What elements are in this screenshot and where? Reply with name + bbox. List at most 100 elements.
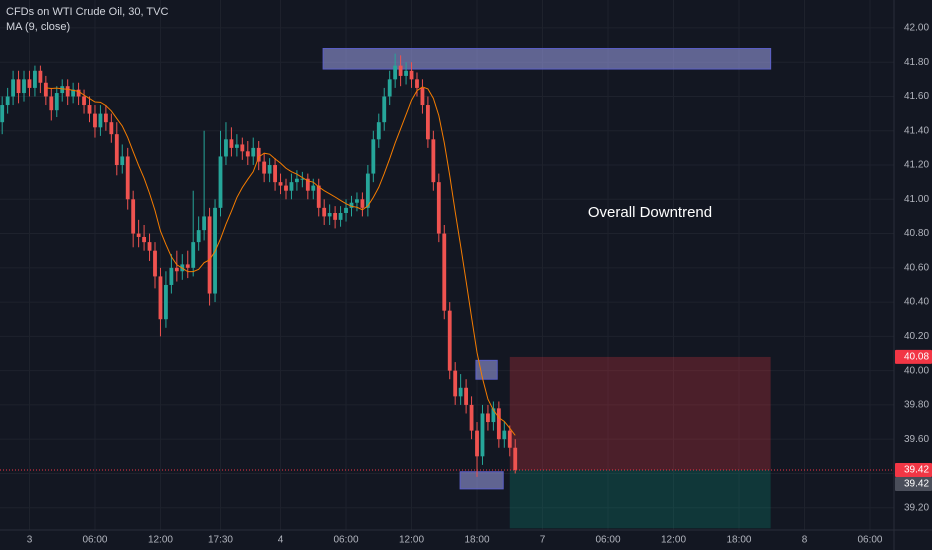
candle-body bbox=[262, 161, 267, 174]
candle-body bbox=[16, 79, 21, 94]
candle-body bbox=[114, 134, 119, 166]
price-badge-label: 40.08 bbox=[904, 352, 929, 363]
candle-body bbox=[0, 105, 5, 123]
candle-body bbox=[431, 139, 436, 183]
candle-body bbox=[71, 89, 76, 97]
candle-body bbox=[103, 113, 108, 123]
candle-body bbox=[294, 178, 299, 183]
candle-body bbox=[251, 147, 256, 157]
candle-body bbox=[49, 96, 54, 111]
candle-body bbox=[344, 207, 348, 213]
candle-body bbox=[82, 96, 86, 106]
candle-body bbox=[327, 212, 332, 217]
candle-body bbox=[109, 122, 114, 135]
candle-body bbox=[87, 105, 92, 114]
candle-body bbox=[136, 233, 141, 237]
candle-body bbox=[224, 139, 228, 157]
candle-body bbox=[349, 202, 354, 208]
candle-body bbox=[442, 233, 447, 311]
moving-average bbox=[45, 86, 516, 436]
candle-body bbox=[153, 250, 157, 277]
candle-body bbox=[229, 139, 234, 148]
candle-body bbox=[65, 86, 70, 97]
candle-body bbox=[333, 212, 338, 220]
x-tick-label: 06:00 bbox=[82, 535, 107, 546]
candle-body bbox=[33, 70, 37, 88]
candle-body bbox=[256, 147, 261, 162]
candle-body bbox=[284, 185, 288, 191]
annotation: Overall Downtrend bbox=[588, 204, 712, 221]
candle-body bbox=[300, 178, 305, 180]
candle-body bbox=[196, 230, 201, 243]
candle-body bbox=[202, 216, 207, 231]
candle-body bbox=[125, 156, 130, 200]
y-tick-label: 40.00 bbox=[904, 365, 929, 376]
candle-body bbox=[245, 151, 250, 157]
y-tick-label: 39.20 bbox=[904, 502, 929, 513]
candle-body bbox=[207, 216, 212, 294]
x-tick-label: 18:00 bbox=[726, 535, 751, 546]
x-tick-label: 12:00 bbox=[148, 535, 173, 546]
candle-body bbox=[98, 113, 103, 128]
candle-body bbox=[382, 96, 387, 123]
zones bbox=[322, 47, 772, 529]
candle-body bbox=[234, 144, 239, 148]
candle-body bbox=[387, 79, 392, 97]
candle-body bbox=[393, 65, 398, 80]
price-badge bbox=[895, 349, 932, 364]
y-tick-label: 41.80 bbox=[904, 57, 929, 68]
candle-body bbox=[131, 199, 136, 234]
x-tick-label: 06:00 bbox=[857, 535, 882, 546]
candle-body bbox=[305, 178, 310, 191]
candle-body bbox=[142, 236, 146, 243]
reward-zone bbox=[509, 470, 771, 529]
candle-body bbox=[54, 93, 59, 111]
candle-body bbox=[240, 144, 245, 152]
y-tick-label: 42.00 bbox=[904, 23, 929, 34]
candle-body bbox=[469, 404, 474, 431]
y-tick-label: 41.00 bbox=[904, 194, 929, 205]
candle-body bbox=[486, 413, 490, 423]
chart-title: CFDs on WTI Crude Oil, 30, TVC bbox=[6, 6, 168, 18]
candle-body bbox=[93, 113, 97, 128]
candle-body bbox=[360, 199, 365, 208]
candle-body bbox=[376, 122, 381, 140]
candle-body bbox=[398, 65, 403, 76]
price-badge bbox=[895, 463, 932, 478]
candle-body bbox=[267, 165, 272, 174]
candle-body bbox=[453, 370, 458, 397]
x-tick-label: 12:00 bbox=[399, 535, 424, 546]
candle-body bbox=[311, 185, 316, 191]
y-tick-label: 41.20 bbox=[904, 160, 929, 171]
x-tick-label: 3 bbox=[27, 535, 33, 546]
candle-body bbox=[420, 87, 425, 106]
y-tick-label: 39.60 bbox=[904, 434, 929, 445]
zone-box bbox=[322, 47, 772, 70]
candle-body bbox=[502, 430, 507, 440]
candle-body bbox=[365, 173, 370, 208]
candle-body bbox=[316, 185, 321, 208]
candles bbox=[0, 53, 894, 477]
candle-body bbox=[436, 182, 441, 234]
candle-body bbox=[371, 139, 376, 174]
candle-body bbox=[458, 387, 463, 397]
candle-body bbox=[491, 408, 496, 423]
candle-body bbox=[169, 267, 174, 285]
y-tick-label: 40.40 bbox=[904, 297, 929, 308]
candle-body bbox=[404, 70, 408, 76]
candle-body bbox=[513, 447, 518, 471]
candle-body bbox=[218, 156, 223, 208]
x-tick-label: 06:00 bbox=[334, 535, 359, 546]
candle-body bbox=[507, 430, 512, 448]
candle-body bbox=[278, 182, 283, 186]
y-tick-label: 40.80 bbox=[904, 228, 929, 239]
x-tick-label: 06:00 bbox=[595, 535, 620, 546]
y-tick-label: 39.80 bbox=[904, 400, 929, 411]
candle-body bbox=[38, 70, 43, 83]
candle-body bbox=[273, 165, 277, 183]
candle-body bbox=[60, 86, 65, 94]
x-tick-label: 17:30 bbox=[208, 535, 233, 546]
candle-body bbox=[409, 70, 414, 80]
